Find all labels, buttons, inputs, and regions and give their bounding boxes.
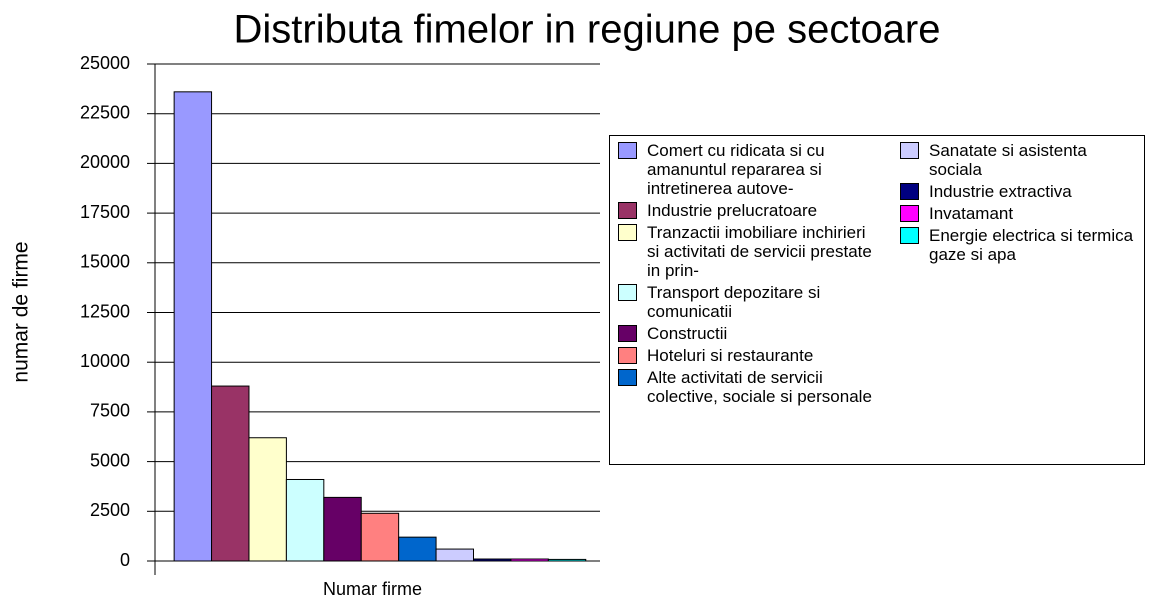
legend-label: Industrie prelucratoare — [647, 201, 818, 220]
y-tick-label: 0 — [120, 550, 130, 570]
bar — [547, 558, 587, 562]
bar — [323, 496, 362, 562]
y-tick-label: 7500 — [90, 401, 130, 421]
legend-swatch — [618, 224, 637, 241]
y-tick-label: 10000 — [80, 351, 130, 371]
bar — [211, 385, 250, 562]
legend-swatch — [618, 347, 637, 364]
legend-item: Constructii — [618, 324, 900, 343]
legend-label: Industrie extractiva — [929, 182, 1072, 201]
legend-label: Transport depozitare si comunicatii — [647, 283, 821, 321]
legend-label: Tranzactii imobiliare inchirieri si acti… — [647, 223, 872, 280]
y-tick-label: 20000 — [80, 152, 130, 172]
y-tick-label: 2500 — [90, 500, 130, 520]
legend-item: Industrie prelucratoare — [618, 201, 900, 220]
chart-title: Distributa fimelor in regiune pe sectoar… — [233, 8, 940, 52]
legend-item: Comert cu ridicata si cu amanuntul repar… — [618, 141, 900, 198]
bar — [398, 536, 437, 562]
legend-swatch — [618, 284, 637, 301]
bar — [285, 478, 325, 562]
legend-swatch — [900, 227, 919, 244]
y-tick-label: 5000 — [90, 450, 130, 470]
y-axis-label: numar de firme — [10, 241, 33, 382]
y-tick-label: 25000 — [80, 53, 130, 73]
legend-label: Constructii — [647, 324, 728, 343]
legend-label: Hoteluri si restaurante — [647, 346, 814, 365]
legend-swatch — [900, 142, 919, 159]
y-tick-label: 12500 — [80, 301, 130, 321]
legend-label: Alte activitati de servicii colective, s… — [647, 368, 872, 406]
legend-column: Comert cu ridicata si cu amanuntul repar… — [618, 141, 900, 464]
legend-item: Invatamant — [900, 204, 1140, 223]
legend-item: Tranzactii imobiliare inchirieri si acti… — [618, 223, 900, 280]
legend-item: Alte activitati de servicii colective, s… — [618, 368, 900, 406]
bar — [248, 437, 287, 562]
legend-label: Comert cu ridicata si cu amanuntul repar… — [647, 141, 825, 198]
legend-column: Sanatate si asistenta sociala Industrie e… — [900, 141, 1140, 464]
x-tick-label: Numar firme — [323, 579, 422, 599]
legend-swatch — [900, 183, 919, 200]
legend-label: Invatamant — [929, 204, 1014, 223]
legend-swatch — [618, 325, 637, 342]
legend-item: Energie electrica si termica gaze si apa — [900, 226, 1140, 264]
y-tick-label: 15000 — [80, 252, 130, 272]
y-tick-label: 17500 — [80, 202, 130, 222]
bar — [435, 548, 474, 562]
legend-swatch — [618, 142, 637, 159]
legend-swatch — [618, 369, 637, 386]
legend-item: Transport depozitare si comunicatii — [618, 283, 900, 321]
legend-item: Hoteluri si restaurante — [618, 346, 900, 365]
legend-swatch — [618, 202, 637, 219]
bar — [510, 558, 549, 562]
bar — [472, 558, 512, 562]
bar — [173, 91, 213, 562]
legend: Comert cu ridicata si cu amanuntul repar… — [609, 135, 1145, 465]
legend-item: Industrie extractiva — [900, 182, 1140, 201]
legend-label: Sanatate si asistenta sociala — [929, 141, 1087, 179]
bar — [360, 512, 400, 562]
y-tick-label: 22500 — [80, 102, 130, 122]
legend-item: Sanatate si asistenta sociala — [900, 141, 1140, 179]
legend-swatch — [900, 205, 919, 222]
legend-label: Energie electrica si termica gaze si apa — [929, 226, 1134, 264]
